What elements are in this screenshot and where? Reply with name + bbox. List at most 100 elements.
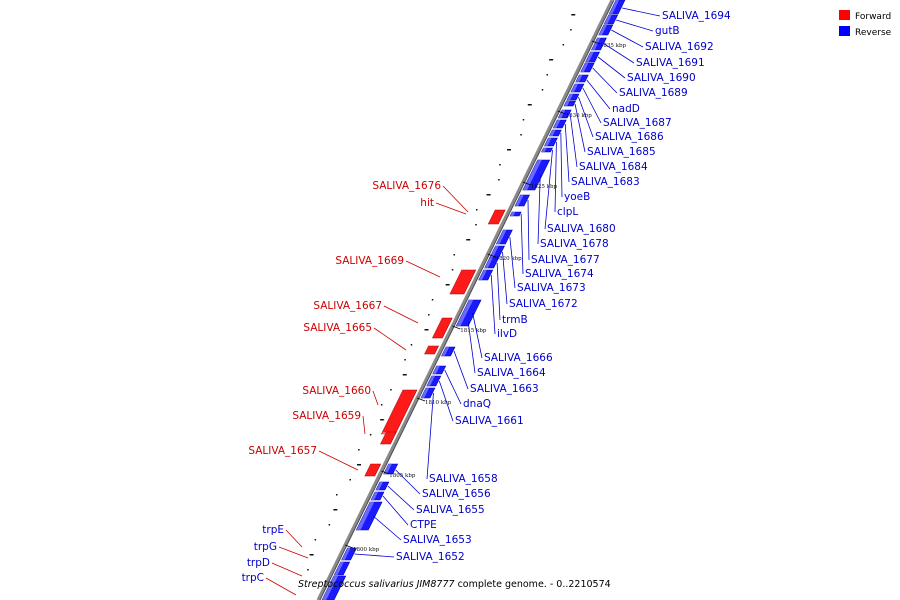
reverse-gene-block-shade <box>356 502 375 530</box>
leader-line <box>616 19 654 32</box>
gc-mark <box>445 284 450 286</box>
gene-label-reverse: SALIVA_1691 <box>636 57 705 69</box>
leader-line <box>496 262 501 321</box>
gene-label-reverse: SALIVA_1683 <box>571 176 640 188</box>
leader-line <box>382 495 409 526</box>
reverse-gene-block-shade <box>334 562 344 575</box>
reverse-gene-block-shade <box>591 38 601 50</box>
reverse-gene-block-shade <box>604 15 612 24</box>
leader-line <box>509 236 516 289</box>
gc-mark <box>390 389 392 391</box>
reverse-gene-block <box>603 14 619 25</box>
gc-mark <box>541 89 544 91</box>
reverse-gene-block <box>341 547 357 561</box>
gene-label-reverse: SALIVA_1690 <box>627 72 696 84</box>
gene-labels: SALIVA_1694 gutB SALIVA_1692 SALIVA_1691 SAL… <box>242 10 731 584</box>
leader-line <box>604 43 635 64</box>
leader-line <box>405 260 441 278</box>
forward-gene-block-shade <box>361 464 371 476</box>
gene-label-reverse: SALIVA_1673 <box>517 282 586 294</box>
reverse-gene-block <box>543 137 558 147</box>
reverse-gene-block-shade <box>441 347 450 356</box>
reverse-gene-block-shade <box>515 195 524 206</box>
gc-mark <box>520 134 522 136</box>
label-leaders <box>265 7 661 596</box>
reverse-gene-block-shade <box>456 300 474 326</box>
reverse-gene-block-shade <box>432 366 440 374</box>
gc-mark <box>570 29 572 31</box>
gene-label-forward: trpD <box>247 557 270 569</box>
reverse-gene-block <box>514 194 530 207</box>
gene-label-reverse: SALIVA_1672 <box>509 298 578 310</box>
reverse-gene-block <box>420 387 436 399</box>
leader-line <box>442 185 469 213</box>
leader-line <box>318 450 359 471</box>
reverse-gene-block <box>608 0 626 15</box>
gc-mark <box>328 524 331 526</box>
tick-line <box>452 325 461 330</box>
gene-label-forward: SALIVA_1660 <box>302 385 371 397</box>
tick-line <box>416 397 426 402</box>
gc-mark <box>466 239 471 241</box>
leader-line <box>372 515 402 541</box>
gc-mark <box>507 149 512 151</box>
leader-line <box>387 485 415 511</box>
gc-mark <box>402 374 407 376</box>
gc-mark <box>428 314 430 316</box>
gene-label-forward: trpE <box>262 524 284 536</box>
gene-label-reverse: SALIVA_1658 <box>429 473 498 485</box>
gc-mark <box>314 539 317 541</box>
gene-label-reverse: SALIVA_1684 <box>579 161 648 173</box>
gc-mark <box>476 209 478 211</box>
gc-mark <box>309 554 314 556</box>
leader-line <box>578 96 594 138</box>
gene-label-reverse: SALIVA_1692 <box>645 41 714 53</box>
leader-line <box>354 553 395 558</box>
reverse-gene-block <box>441 346 456 357</box>
gene-label-reverse: SALIVA_1655 <box>416 504 485 516</box>
tick-label: 1810 kbp <box>425 400 452 406</box>
gc-mark <box>410 344 413 346</box>
gc-mark <box>336 494 338 496</box>
gene-label-forward: SALIVA_1676 <box>372 180 441 192</box>
leader-line <box>472 312 483 359</box>
gc-mark <box>358 449 360 451</box>
reverse-gene-block-shade <box>558 110 566 118</box>
forward-gene-block <box>424 345 439 355</box>
gene-label-reverse: trmB <box>502 314 528 326</box>
gene-label-reverse: SALIVA_1664 <box>477 367 546 379</box>
gene-label-reverse: SALIVA_1677 <box>531 254 600 266</box>
gene-label-reverse: SALIVA_1656 <box>422 488 491 500</box>
gene-label-reverse: SALIVA_1663 <box>470 383 539 395</box>
gc-mark <box>333 509 338 511</box>
tick-line <box>487 253 496 258</box>
gene-label-forward: hit <box>420 197 434 209</box>
reverse-gene-block <box>552 119 567 129</box>
reverse-gene-block-shade <box>609 0 620 14</box>
reverse-gene-block-shade <box>567 94 574 100</box>
genes-layer <box>321 0 626 600</box>
gc-mark <box>562 44 565 46</box>
gc-mark <box>349 479 351 481</box>
tick-line <box>344 544 354 549</box>
gc-mark <box>527 104 532 106</box>
gene-label-forward: SALIVA_1659 <box>292 410 361 422</box>
leader-line <box>490 274 496 335</box>
gc-mark <box>424 329 429 331</box>
reverse-gene-block-shade <box>598 25 607 35</box>
gc-mark <box>380 404 383 406</box>
reverse-gene-block-shade <box>575 75 583 82</box>
leader-line <box>564 123 570 183</box>
reverse-gene-block-shade <box>570 84 578 92</box>
reverse-gene-block <box>432 365 447 375</box>
reverse-gene-block <box>541 147 553 153</box>
gene-label-reverse: SALIVA_1680 <box>547 223 616 235</box>
reverse-gene-block <box>370 491 385 501</box>
reverse-gene-block <box>570 83 585 93</box>
gc-mark <box>486 194 491 196</box>
forward-gene-block-shade <box>428 318 443 338</box>
leader-line <box>435 202 467 215</box>
reverse-gene-block <box>321 575 347 600</box>
leader-line <box>611 29 644 48</box>
leader-line <box>467 321 476 374</box>
